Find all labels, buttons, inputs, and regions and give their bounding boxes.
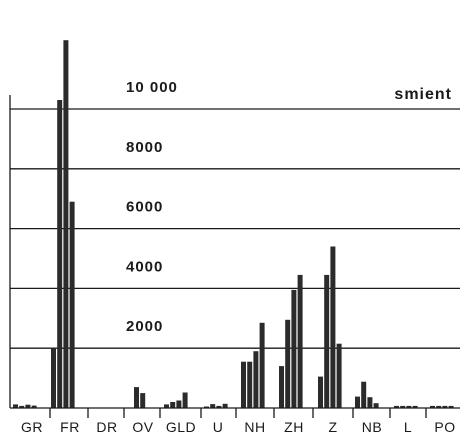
bar (436, 405, 442, 408)
x-category-label: Z (328, 419, 337, 435)
bar (253, 351, 259, 408)
x-category-label: GLD (166, 419, 196, 435)
bar (170, 402, 176, 408)
x-category-label: OV (132, 419, 153, 435)
x-category-label: GR (21, 419, 43, 435)
bar (176, 400, 182, 408)
y-tick-label: 2000 (126, 318, 163, 335)
bar (442, 405, 448, 408)
bar (13, 404, 18, 408)
x-category-label: ZH (284, 419, 304, 435)
bar (367, 397, 373, 408)
bar (25, 404, 31, 408)
x-category-label: DR (96, 419, 117, 435)
bar (51, 348, 56, 408)
bar (355, 396, 360, 408)
x-category-label: PO (434, 419, 455, 435)
bar (373, 403, 379, 408)
x-category-label: FR (60, 419, 80, 435)
x-category-labels: GR FR DR OV GLD U NH ZH Z NB L PO (21, 419, 455, 435)
bar (279, 366, 284, 408)
bar (182, 392, 188, 408)
bar (134, 387, 139, 408)
bar (324, 274, 330, 408)
bar (31, 405, 37, 408)
bar (204, 406, 209, 408)
bar (222, 403, 228, 408)
bar (140, 393, 146, 408)
bar (19, 405, 25, 408)
bar (448, 405, 454, 408)
bar (291, 289, 297, 408)
bar (164, 404, 169, 408)
bar (69, 201, 75, 408)
bar (247, 361, 253, 408)
y-tick-label: 4000 (126, 258, 163, 275)
bar (63, 40, 69, 408)
bar (400, 405, 406, 408)
bar (318, 376, 323, 408)
unit-label: smient (394, 86, 452, 103)
x-axis-ticks (49, 408, 427, 418)
bar (216, 405, 222, 408)
y-tick-label: 10 000 (126, 79, 178, 96)
bar (430, 405, 435, 408)
x-category-label: NH (244, 419, 265, 435)
bar (412, 405, 418, 408)
bar (394, 405, 399, 408)
gridlines (10, 108, 460, 349)
bar (259, 322, 265, 408)
y-tick-labels: 2000 4000 6000 8000 10 000 (126, 79, 178, 335)
bar (241, 361, 246, 408)
x-category-label: L (404, 419, 412, 435)
y-tick-label: 6000 (126, 199, 163, 216)
bar (57, 100, 63, 408)
bar (330, 246, 336, 408)
y-tick-label: 8000 (126, 139, 163, 156)
x-category-label: U (213, 419, 224, 435)
bar (285, 319, 291, 408)
x-category-label: NB (362, 419, 382, 435)
bar (361, 381, 367, 408)
bar (336, 343, 342, 408)
bar (210, 404, 216, 408)
bars (13, 40, 454, 408)
bar (297, 274, 303, 408)
bar (406, 405, 412, 408)
